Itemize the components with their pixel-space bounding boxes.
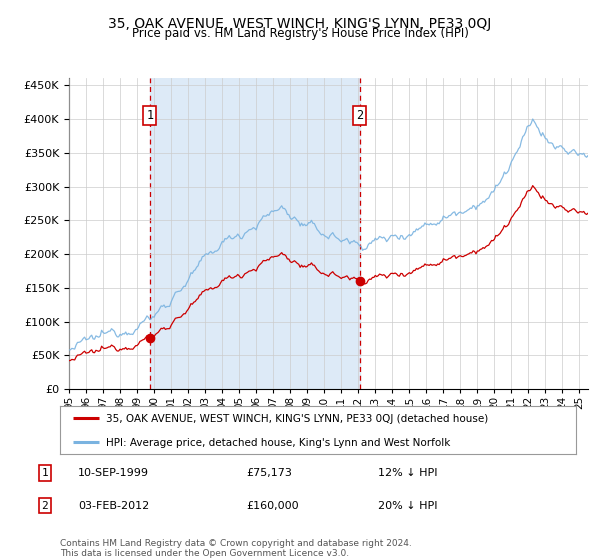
Text: £160,000: £160,000	[246, 501, 299, 511]
Text: 35, OAK AVENUE, WEST WINCH, KING'S LYNN, PE33 0QJ (detached house): 35, OAK AVENUE, WEST WINCH, KING'S LYNN,…	[106, 414, 488, 424]
Text: Price paid vs. HM Land Registry's House Price Index (HPI): Price paid vs. HM Land Registry's House …	[131, 27, 469, 40]
Text: 2: 2	[41, 501, 49, 511]
Text: Contains HM Land Registry data © Crown copyright and database right 2024.
This d: Contains HM Land Registry data © Crown c…	[60, 539, 412, 558]
Bar	[150, 78, 359, 389]
Text: 1: 1	[41, 468, 49, 478]
Text: 10-SEP-1999: 10-SEP-1999	[78, 468, 149, 478]
Text: 20% ↓ HPI: 20% ↓ HPI	[378, 501, 437, 511]
Text: 35, OAK AVENUE, WEST WINCH, KING'S LYNN, PE33 0QJ: 35, OAK AVENUE, WEST WINCH, KING'S LYNN,…	[109, 17, 491, 31]
Text: 03-FEB-2012: 03-FEB-2012	[78, 501, 149, 511]
Text: 2: 2	[356, 109, 363, 122]
Text: 1: 1	[146, 109, 154, 122]
Text: 12% ↓ HPI: 12% ↓ HPI	[378, 468, 437, 478]
Text: £75,173: £75,173	[246, 468, 292, 478]
Text: HPI: Average price, detached house, King's Lynn and West Norfolk: HPI: Average price, detached house, King…	[106, 438, 451, 447]
